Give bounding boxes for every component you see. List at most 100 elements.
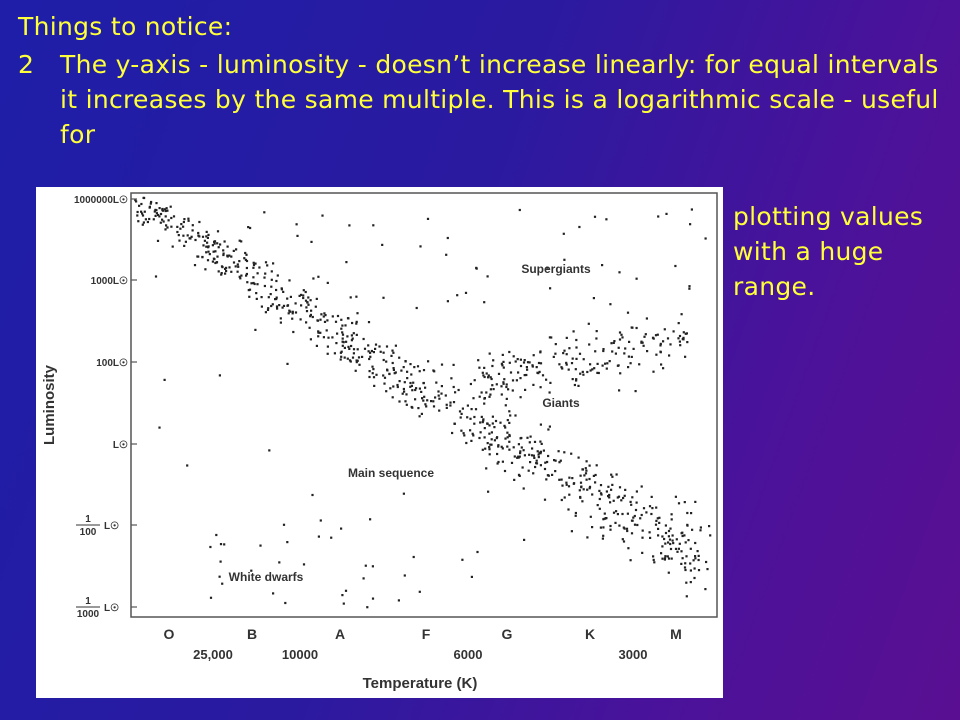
star-point: [418, 415, 421, 418]
star-point: [186, 464, 189, 467]
region-label: White dwarfs: [229, 570, 304, 584]
star-point: [693, 576, 696, 580]
star-point: [541, 374, 545, 377]
star-point: [213, 242, 216, 245]
star-point: [334, 320, 338, 323]
star-point: [617, 495, 621, 498]
star-point: [519, 358, 522, 361]
star-point: [392, 368, 395, 371]
star-point: [549, 287, 552, 290]
star-point: [358, 363, 361, 366]
star-point: [667, 529, 671, 533]
star-point: [626, 529, 629, 533]
x-axis-ticks: O B A F G K M 25,000 10000 6000 3000: [164, 626, 682, 662]
star-point: [355, 361, 358, 364]
star-point: [469, 417, 472, 420]
star-point: [539, 464, 542, 467]
star-point: [452, 363, 455, 366]
star-point: [659, 344, 662, 347]
star-point: [634, 390, 637, 393]
star-point: [304, 299, 308, 302]
star-point: [629, 362, 632, 365]
star-point: [563, 349, 566, 352]
star-point: [578, 225, 581, 229]
star-point: [487, 376, 490, 379]
star-point: [179, 227, 182, 230]
star-point: [189, 237, 192, 240]
star-point: [603, 512, 606, 515]
star-point: [495, 437, 498, 440]
star-point: [252, 266, 255, 269]
star-point: [669, 547, 673, 551]
star-point: [478, 395, 481, 398]
star-point: [141, 223, 144, 226]
star-point: [434, 396, 437, 399]
star-point: [470, 408, 473, 411]
star-point: [270, 285, 273, 288]
star-point: [501, 460, 504, 463]
star-point: [548, 425, 551, 428]
star-point: [635, 501, 638, 504]
star-point: [639, 517, 642, 520]
star-point: [331, 336, 334, 339]
star-point: [631, 496, 634, 499]
star-point: [586, 536, 589, 539]
star-point: [669, 343, 672, 346]
star-point: [575, 346, 578, 349]
star-point: [216, 242, 219, 245]
star-point: [581, 468, 584, 471]
star-point: [539, 386, 542, 389]
star-point: [570, 362, 574, 365]
star-point: [667, 535, 670, 538]
star-point: [472, 397, 475, 400]
star-point: [662, 367, 665, 370]
star-point: [469, 429, 472, 432]
star-point: [316, 319, 319, 322]
star-point: [287, 312, 290, 315]
star-point: [473, 379, 476, 382]
star-point: [340, 318, 343, 321]
star-point: [426, 399, 429, 402]
region-label: Giants: [542, 396, 580, 410]
star-point: [659, 342, 662, 345]
star-point: [516, 358, 519, 361]
star-point: [323, 312, 326, 315]
star-point: [275, 288, 278, 292]
star-point: [270, 270, 273, 273]
star-point: [469, 382, 472, 386]
star-point: [535, 459, 538, 462]
star-point: [632, 347, 635, 350]
star-point: [531, 365, 534, 368]
region-label: Main sequence: [348, 466, 434, 480]
star-point: [477, 359, 480, 362]
star-point: [219, 560, 222, 563]
star-point: [238, 260, 241, 263]
star-point: [697, 554, 700, 557]
star-point: [627, 366, 630, 369]
star-point: [483, 366, 486, 369]
star-point: [182, 225, 185, 228]
y-tick-label: L☉: [113, 440, 128, 451]
star-point: [368, 375, 371, 379]
star-point: [567, 508, 570, 511]
star-point: [161, 209, 164, 212]
star-point: [508, 361, 511, 364]
star-point: [523, 374, 526, 377]
star-point: [495, 383, 498, 386]
star-point: [311, 315, 314, 319]
star-point: [340, 327, 343, 330]
star-point: [672, 542, 675, 545]
star-point: [355, 359, 358, 362]
star-point: [545, 478, 548, 481]
star-point: [186, 234, 189, 237]
star-point: [394, 344, 397, 347]
star-point: [222, 249, 225, 252]
star-point: [579, 372, 582, 375]
star-point: [561, 367, 564, 370]
star-point: [615, 473, 618, 476]
star-point: [159, 221, 162, 224]
star-point: [635, 326, 638, 330]
star-point: [323, 320, 327, 323]
star-point: [655, 353, 658, 356]
star-point: [254, 328, 257, 331]
